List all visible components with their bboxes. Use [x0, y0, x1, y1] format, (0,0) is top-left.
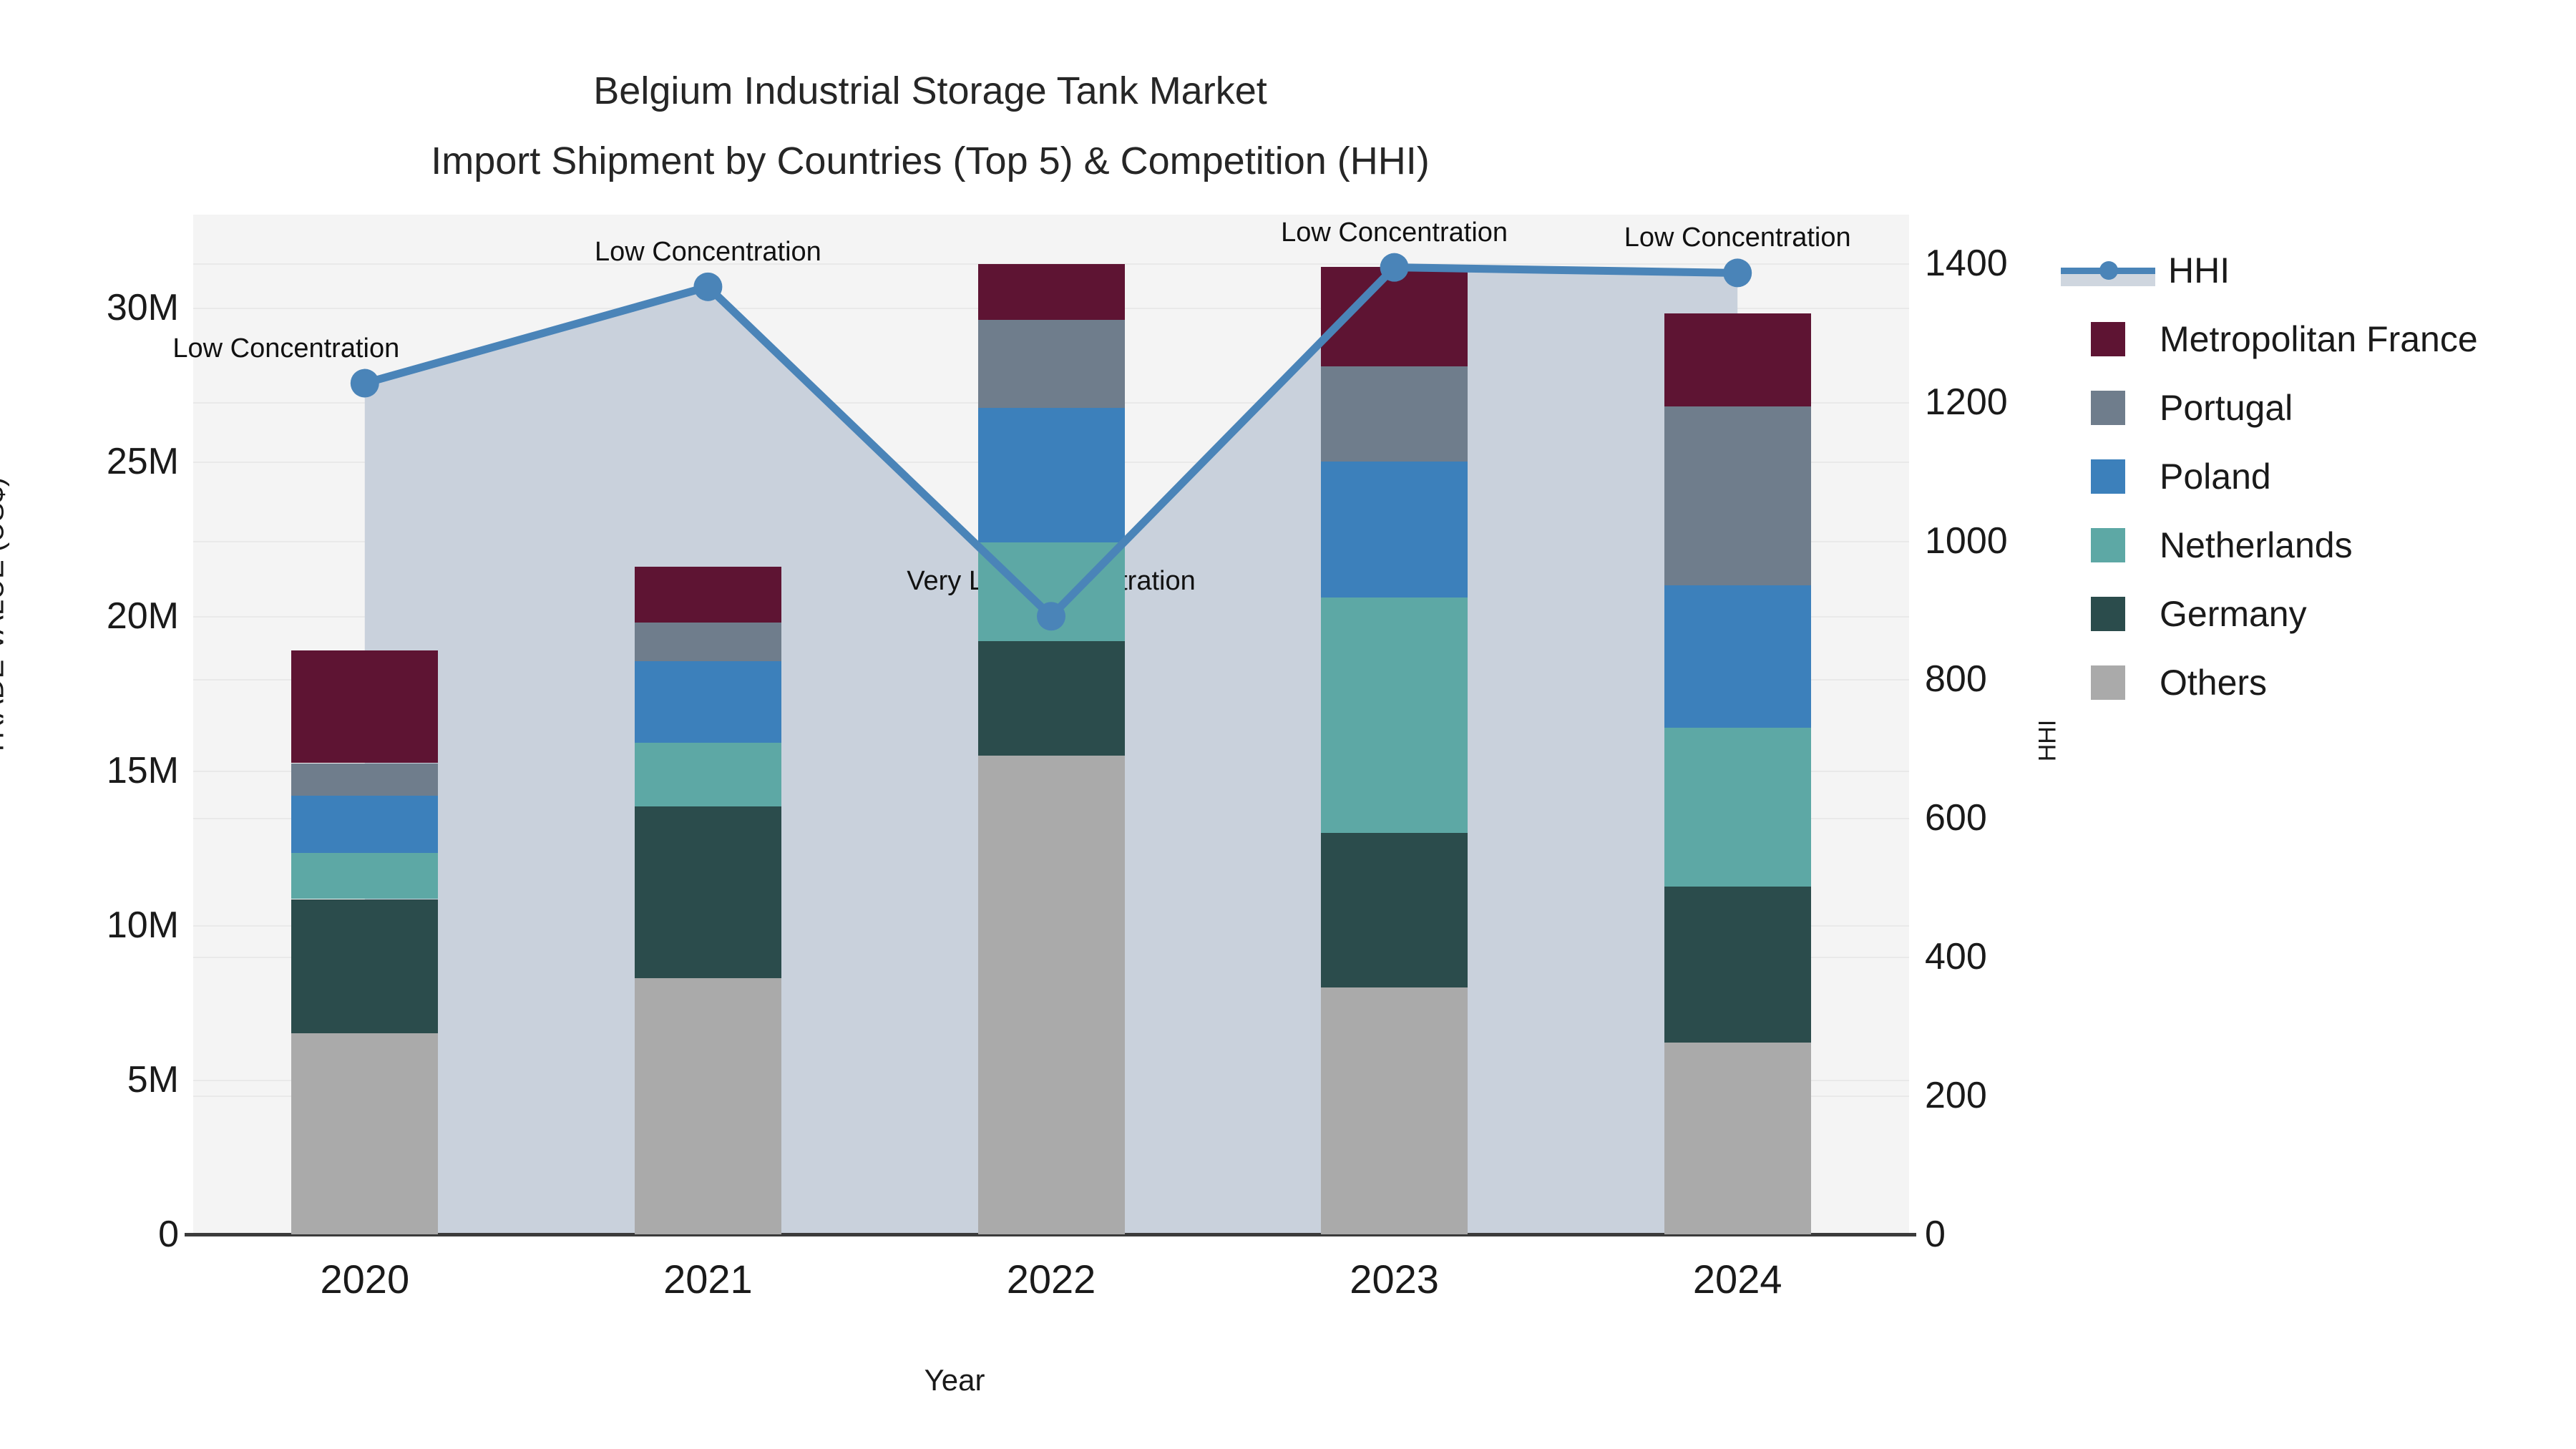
y-axis-left-ticks: 0 5M 10M 15M 20M 25M 30M	[0, 0, 180, 1449]
legend-swatch-icon	[2091, 322, 2125, 356]
bar-segment[interactable]	[1664, 727, 1811, 887]
legend-label: Netherlands	[2160, 525, 2353, 565]
bar-segment[interactable]	[977, 755, 1125, 1234]
legend-swatch-icon	[2091, 528, 2125, 562]
y-tick-right: 1000	[1925, 519, 2008, 562]
x-tick-2022: 2022	[1006, 1257, 1096, 1302]
y-tick-right: 0	[1925, 1214, 1946, 1255]
y-tick-left: 15M	[106, 750, 179, 792]
bar-segment[interactable]	[291, 763, 439, 796]
legend: HHI Metropolitan France Portugal Poland Neth…	[2061, 236, 2562, 717]
bar-segment[interactable]	[1321, 597, 1468, 833]
bar-segment[interactable]	[1664, 1043, 1811, 1234]
legend-item-others[interactable]: Others	[2061, 648, 2562, 717]
chart-title-line-2: Import Shipment by Countries (Top 5) & C…	[431, 140, 1430, 182]
legend-item-poland[interactable]: Poland	[2061, 442, 2562, 511]
x-tick-2021: 2021	[663, 1257, 753, 1302]
y-tick-right: 400	[1925, 936, 1987, 978]
legend-line-dot	[2099, 261, 2118, 280]
y-tick-left: 20M	[106, 595, 179, 638]
bar-segment[interactable]	[1321, 366, 1468, 462]
y-tick-left: 10M	[106, 904, 179, 947]
legend-item-portugal[interactable]: Portugal	[2061, 374, 2562, 442]
hhi-annotation: Low Concentration	[172, 333, 400, 364]
y-axis-right-ticks: 0 200 400 600 800 1000 1200 1400	[1925, 0, 2140, 1449]
y-tick-right: 1200	[1925, 381, 2008, 423]
bar-segment[interactable]	[977, 264, 1125, 320]
y-tick-right: 1400	[1925, 242, 2008, 284]
legend-item-hhi[interactable]: HHI	[2061, 236, 2562, 305]
bar-segment[interactable]	[634, 806, 781, 978]
bar-segment[interactable]	[634, 623, 781, 661]
x-tick-2023: 2023	[1350, 1257, 1439, 1302]
y-tick-left: 30M	[106, 286, 179, 328]
bar-segment[interactable]	[1664, 313, 1811, 406]
legend-item-germany[interactable]: Germany	[2061, 580, 2562, 648]
legend-swatch-icon	[2091, 665, 2125, 700]
bar-segment[interactable]	[634, 567, 781, 623]
legend-label: Others	[2160, 663, 2268, 703]
legend-item-netherlands[interactable]: Netherlands	[2061, 511, 2562, 580]
y-tick-left: 5M	[127, 1059, 179, 1101]
y-tick-left: 25M	[106, 441, 179, 483]
legend-label: Poland	[2160, 457, 2271, 497]
chart-title: Belgium Industrial Storage Tank Market Im…	[0, 56, 1860, 196]
legend-label: Portugal	[2160, 388, 2293, 428]
y-axis-left-label: TRADE VALUE (US$)	[0, 477, 10, 757]
bar-segment[interactable]	[1664, 406, 1811, 586]
x-axis-label: Year	[924, 1363, 985, 1397]
bar-segment[interactable]	[634, 743, 781, 806]
hhi-annotation: Low Concentration	[1624, 223, 1851, 253]
chart-title-line-1: Belgium Industrial Storage Tank Market	[593, 69, 1267, 112]
bar-segment[interactable]	[977, 640, 1125, 756]
bar-segment[interactable]	[1321, 832, 1468, 987]
bar-segment[interactable]	[1664, 585, 1811, 728]
legend-swatch-icon	[2091, 391, 2125, 425]
x-axis-line	[185, 1233, 1916, 1236]
bar-segment[interactable]	[291, 1033, 439, 1234]
x-tick-2024: 2024	[1692, 1257, 1782, 1302]
y-tick-right: 800	[1925, 658, 1987, 701]
bar-segment[interactable]	[1321, 462, 1468, 598]
legend-swatch-icon	[2091, 597, 2125, 631]
legend-label: Germany	[2160, 594, 2307, 634]
bar-segment[interactable]	[291, 852, 439, 899]
bar-segment[interactable]	[977, 542, 1125, 641]
bar-segment[interactable]	[1664, 887, 1811, 1043]
bar-segment[interactable]	[291, 650, 439, 763]
legend-label: HHI	[2168, 250, 2230, 291]
y-axis-right-label: HHI	[2034, 719, 2062, 762]
bar-segment[interactable]	[977, 407, 1125, 542]
legend-swatch-icon	[2091, 459, 2125, 494]
x-tick-2020: 2020	[320, 1257, 410, 1302]
bar-segment[interactable]	[634, 977, 781, 1234]
bar-segment[interactable]	[291, 899, 439, 1034]
y-tick-right: 600	[1925, 797, 1987, 839]
legend-area-fill	[2061, 273, 2155, 286]
hhi-annotation: Low Concentration	[1281, 217, 1508, 248]
bar-segment[interactable]	[634, 661, 781, 743]
hhi-annotation: Low Concentration	[594, 236, 821, 267]
bar-segment[interactable]	[1321, 267, 1468, 366]
legend-item-metropolitan-france[interactable]: Metropolitan France	[2061, 305, 2562, 374]
legend-label: Metropolitan France	[2160, 319, 2478, 359]
y-tick-left: 0	[158, 1214, 179, 1255]
bar-segment[interactable]	[291, 795, 439, 853]
legend-line-marker-icon	[2061, 253, 2155, 288]
bar-segment[interactable]	[977, 319, 1125, 408]
bar-segment[interactable]	[1321, 987, 1468, 1234]
y-tick-right: 200	[1925, 1075, 1987, 1117]
